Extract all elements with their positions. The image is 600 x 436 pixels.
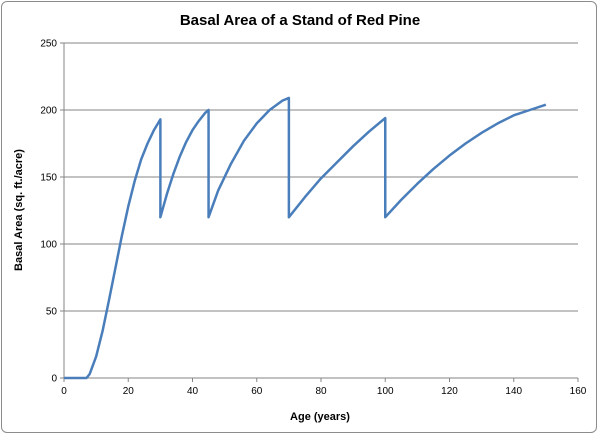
- x-tick-label: 20: [123, 386, 135, 397]
- x-tick-label: 160: [570, 386, 587, 397]
- gridlines: [60, 42, 579, 382]
- chart-title: Basal Area of a Stand of Red Pine: [180, 12, 420, 29]
- y-axis-title: Basal Area (sq. ft./acre): [13, 149, 25, 271]
- x-tick-label: 100: [377, 386, 394, 397]
- x-tick-label: 120: [441, 386, 458, 397]
- x-tick-label: 40: [187, 386, 199, 397]
- y-tick-label: 150: [40, 173, 57, 184]
- y-tick-label: 250: [40, 39, 57, 50]
- y-tick-label: 200: [40, 106, 57, 117]
- y-tick-label: 50: [46, 307, 58, 318]
- x-tick-label: 80: [315, 386, 327, 397]
- x-tick-label: 140: [505, 386, 522, 397]
- x-axis-title: Age (years): [290, 411, 350, 423]
- x-tick-label: 0: [61, 386, 67, 397]
- x-tick-label: 60: [251, 386, 263, 397]
- series-line: [64, 96, 547, 380]
- y-tick-label: 100: [40, 240, 57, 251]
- y-tick-labels: 0 50 100 150 200 250: [40, 39, 57, 385]
- axes: [63, 43, 578, 379]
- y-tick-label: 0: [51, 374, 57, 385]
- x-tick-labels: 0 20 40 60 80 100 120 140 160: [61, 386, 587, 397]
